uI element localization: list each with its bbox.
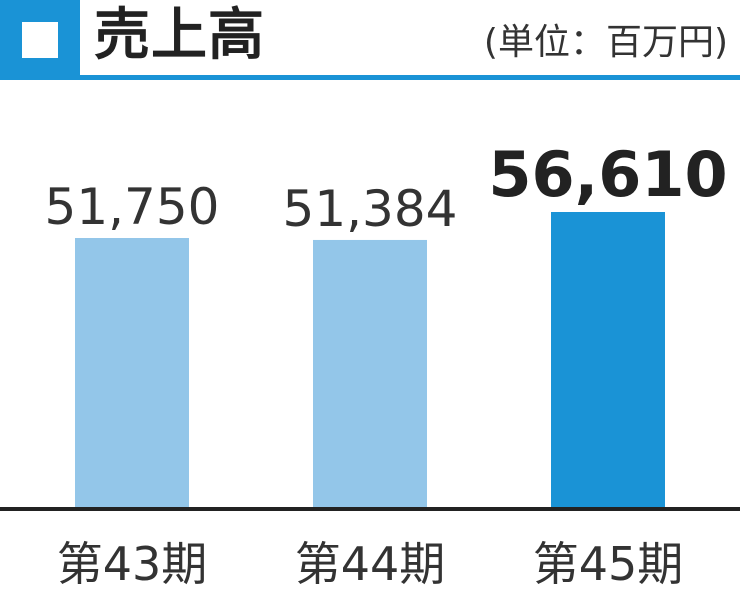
category-label-1: 第43期 [57, 537, 208, 591]
title-marker-icon [0, 0, 80, 80]
bar-1 [75, 238, 189, 507]
value-label-2: 51,384 [283, 180, 458, 238]
chart-title: 売上高 [94, 3, 265, 68]
header-underline [80, 75, 740, 80]
category-label-3: 第45期 [533, 537, 684, 591]
category-label-2: 第44期 [295, 537, 446, 591]
white-square-icon [22, 22, 58, 58]
value-label-1: 51,750 [45, 178, 220, 236]
unit-label: (単位：百万円) [483, 22, 728, 63]
chart-header: 売上高 (単位：百万円) [0, 0, 740, 84]
bar-3 [551, 212, 665, 507]
value-label-3: 56,610 [488, 138, 727, 211]
bar-2 [313, 239, 427, 508]
